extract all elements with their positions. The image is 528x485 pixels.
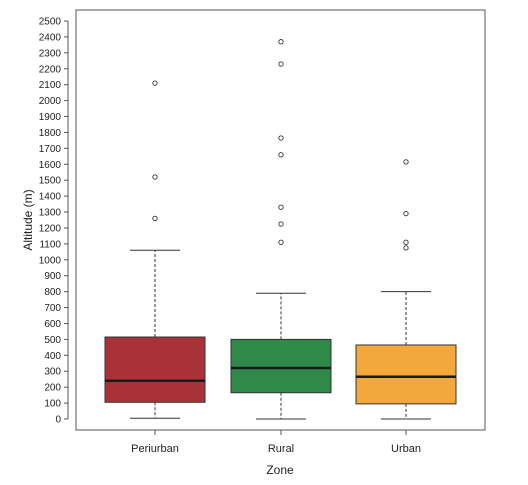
y-tick-label: 300 [44, 367, 61, 378]
outlier-point [278, 239, 284, 245]
y-tick-label: 600 [44, 319, 61, 330]
x-axis-title: Zone [266, 463, 294, 477]
y-tick-label: 1600 [39, 160, 62, 171]
y-tick-label: 1000 [39, 255, 62, 266]
iqr-box [230, 338, 332, 394]
y-tick-label: 0 [55, 415, 61, 426]
y-tick-label: 2200 [39, 64, 62, 75]
x-tick-label: Periurban [131, 443, 179, 455]
outlier-point [278, 135, 284, 141]
iqr-box [104, 336, 206, 403]
y-tick-label: 400 [44, 351, 61, 362]
box-urban [355, 159, 457, 420]
box-periurban [104, 80, 206, 419]
y-tick-label: 700 [44, 303, 61, 314]
y-tick-label: 1900 [39, 112, 62, 123]
outlier-point [152, 215, 158, 222]
y-tick-label: 1100 [39, 239, 61, 250]
outlier-point [403, 159, 409, 165]
y-tick-label: 200 [44, 383, 61, 394]
outlier-point [152, 174, 158, 180]
outlier-point [403, 210, 409, 217]
outlier-point [403, 245, 409, 251]
y-tick-label: 2400 [39, 32, 62, 43]
y-axis-title: Altitude (m) [21, 189, 35, 250]
y-tick-label: 2000 [39, 96, 62, 107]
x-tick-label: Urban [391, 443, 421, 455]
outlier-point [278, 204, 284, 210]
y-tick-label: 500 [44, 335, 61, 346]
x-axis: Periurban Rural Urban [131, 430, 421, 455]
y-tick-label: 100 [44, 399, 61, 410]
y-tick-label: 1300 [39, 208, 62, 219]
box-rural [230, 39, 332, 420]
x-tick-label: Rural [268, 443, 294, 455]
outlier-point [278, 152, 284, 158]
box-series [104, 39, 457, 420]
y-tick-label: 2100 [39, 80, 62, 91]
y-tick-label: 2500 [39, 17, 62, 28]
outlier-point [152, 80, 158, 86]
outlier-point [278, 221, 284, 227]
y-tick-label: 2300 [39, 48, 62, 59]
y-axis: 0 100 200 300 400 500 600 700 800 900 1000 1100 1200… [39, 17, 69, 426]
outlier-point [278, 39, 284, 45]
y-tick-label: 800 [44, 287, 61, 298]
y-tick-label: 1700 [39, 144, 62, 155]
outlier-point [403, 239, 409, 245]
y-tick-label: 1500 [39, 176, 62, 187]
iqr-box [355, 344, 457, 405]
y-tick-label: 1400 [39, 192, 62, 203]
y-tick-label: 1200 [39, 223, 62, 234]
y-tick-label: 1800 [39, 128, 62, 139]
y-tick-label: 900 [44, 271, 61, 282]
outlier-point [278, 61, 284, 67]
